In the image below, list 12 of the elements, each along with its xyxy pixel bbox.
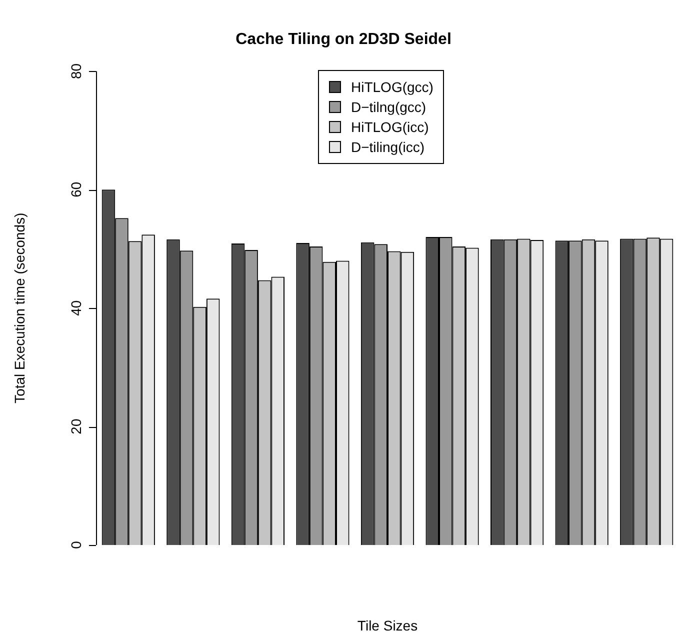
legend-label: HiTLOG(gcc) — [351, 78, 434, 97]
y-tick-label: 0 — [68, 540, 84, 549]
y-tick-label: 80 — [68, 63, 84, 79]
y-axis-title: Total Execution time (seconds) — [11, 212, 28, 404]
y-tick-label: 60 — [68, 182, 84, 198]
y-tick-label: 40 — [68, 300, 84, 316]
legend-label: D−tiling(icc) — [351, 138, 425, 157]
chart-title: Cache Tiling on 2D3D Seidel — [236, 31, 452, 48]
legend-label: HiTLOG(icc) — [351, 118, 429, 137]
x-axis-title: Tile Sizes — [357, 617, 418, 634]
y-tick-label: 20 — [68, 418, 84, 434]
legend-label: D−tilng(gcc) — [351, 98, 426, 117]
